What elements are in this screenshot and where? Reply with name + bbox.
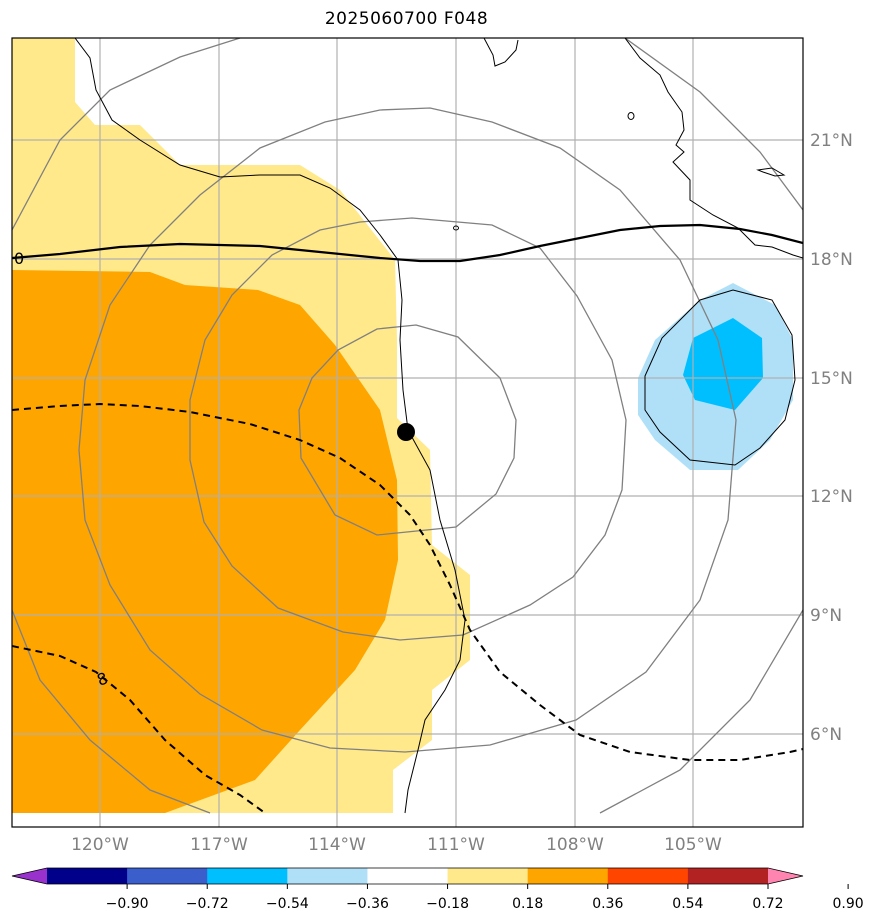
lon-label: 108°W xyxy=(546,835,604,855)
colorbar-extend-low xyxy=(12,868,47,884)
colorbar xyxy=(11,867,804,885)
colorbar-tick-label: −0.36 xyxy=(346,896,389,912)
gridlines xyxy=(12,38,803,827)
lat-label: 12°N xyxy=(810,487,853,507)
map-frame xyxy=(11,37,804,828)
lat-label: 15°N xyxy=(810,369,853,389)
lat-label: 9°N xyxy=(810,606,842,626)
lat-label: 18°N xyxy=(810,250,853,270)
colorbar-tick-label: 0.72 xyxy=(752,896,783,912)
colorbar-bin xyxy=(127,868,208,884)
colorbar-tick-label: 0.18 xyxy=(512,896,543,912)
colorbar-labels: −0.90 −0.72 −0.54 −0.36 −0.18 0.18 0.36 0.54 0.7… xyxy=(106,884,864,912)
lon-label: 114°W xyxy=(308,835,366,855)
contour-label-zero: 0 xyxy=(14,249,24,268)
colorbar-tick-label: −0.54 xyxy=(266,896,309,912)
colorbar-bin xyxy=(367,868,449,884)
lon-label: 117°W xyxy=(190,835,248,855)
contour-dashed-lower xyxy=(12,645,266,814)
storm-center-marker xyxy=(397,423,415,441)
lat-label: 6°N xyxy=(810,725,842,745)
colorbar-bin xyxy=(47,868,128,884)
lon-label: 120°W xyxy=(71,835,129,855)
range-ring-2 xyxy=(189,217,627,641)
lon-label: 105°W xyxy=(664,835,722,855)
colorbar-tick-label: 0.54 xyxy=(672,896,703,912)
colorbar-tick-label: 0.90 xyxy=(833,896,864,912)
colorbar-extend-high xyxy=(768,868,803,884)
latitude-labels: 21°N 18°N 15°N 12°N 9°N 6°N xyxy=(810,131,853,745)
colorbar-outline xyxy=(11,867,804,885)
map-area xyxy=(12,38,803,827)
shaded-region-orange xyxy=(12,270,398,813)
colorbar-tick-label: −0.18 xyxy=(426,896,469,912)
contour-dashed-upper xyxy=(12,402,803,761)
lat-label: 21°N xyxy=(810,131,853,151)
map-title: 2025060700 F048 xyxy=(324,9,489,29)
contour-solid-zero xyxy=(12,223,803,263)
colorbar-tick-label: −0.72 xyxy=(186,896,229,912)
range-ring-5 xyxy=(12,609,803,814)
range-rings xyxy=(12,38,803,814)
colorbar-bin xyxy=(687,868,769,884)
lon-label: 111°W xyxy=(427,835,485,855)
range-ring-3 xyxy=(78,107,737,753)
range-ring-inner xyxy=(298,324,517,536)
colorbar-bin xyxy=(207,868,288,884)
colorbar-tick-label: 0.36 xyxy=(592,896,623,912)
colorbar-tick-label: −0.90 xyxy=(106,896,149,912)
range-ring-4 xyxy=(12,38,803,231)
colorbar-bin xyxy=(607,868,689,884)
coastlines xyxy=(74,38,803,814)
longitude-labels: 120°W 117°W 114°W 111°W 108°W 105°W xyxy=(71,835,722,855)
colorbar-bin xyxy=(287,868,368,884)
colorbar-bin xyxy=(447,868,529,884)
colorbar-bin xyxy=(527,868,609,884)
